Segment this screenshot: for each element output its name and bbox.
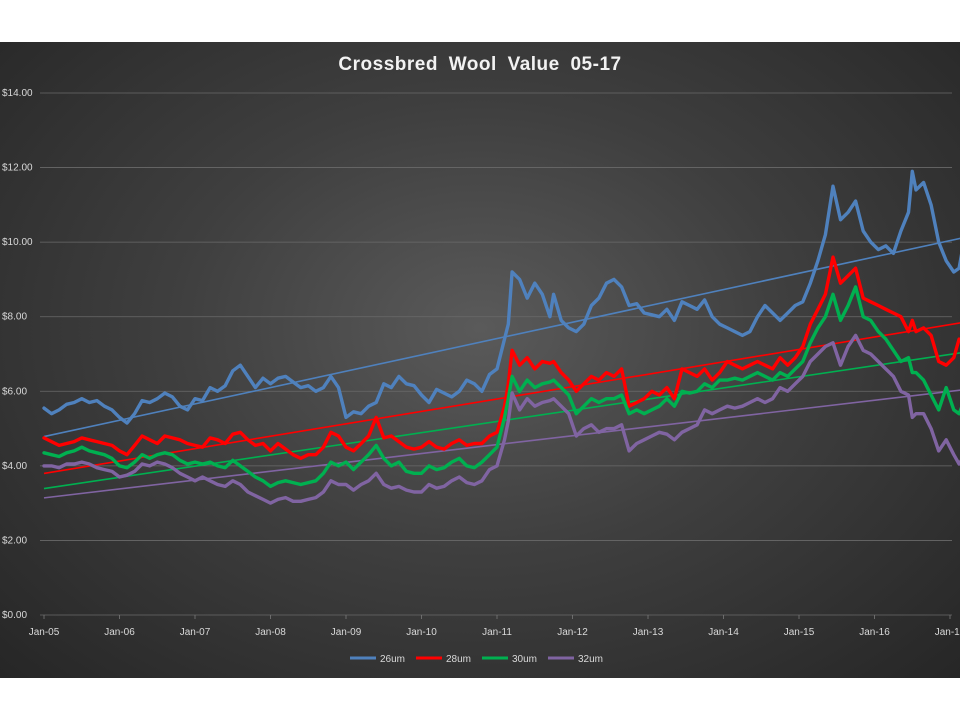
- x-tick-label: Jan-13: [633, 627, 664, 638]
- y-tick-label: $12.00: [2, 163, 33, 174]
- series-line-30um: [42, 285, 960, 489]
- chart-title: Crossbred Wool Value 05-17: [338, 54, 622, 75]
- y-tick-label: $8.00: [2, 312, 27, 323]
- legend-label-28um: 28um: [446, 654, 471, 665]
- x-tick-label: Jan-08: [255, 627, 286, 638]
- legend-label-30um: 30um: [512, 654, 537, 665]
- trendline-30um: [43, 352, 960, 490]
- x-tick-label: Jan-15: [784, 627, 815, 638]
- series-line-32um: [42, 333, 960, 505]
- x-tick-label: Jan-17: [935, 627, 960, 638]
- legend-label-32um: 32um: [578, 654, 603, 665]
- series-line-28um: [42, 255, 960, 461]
- y-tick-label: $0.00: [2, 610, 27, 621]
- line-chart: $0.00 $2.00 $4.00 $6.00 $8.00 $10.00 $12.00 $14…: [2, 88, 960, 665]
- x-tick-label: Jan-11: [482, 627, 512, 638]
- y-tick-label: $4.00: [2, 461, 27, 472]
- series-line-26um: [42, 169, 960, 425]
- x-tick-label: Jan-05: [29, 627, 60, 638]
- chart-panel: Crossbred Wool Value 05-17 $0.00 $2.00 $4.…: [0, 42, 960, 678]
- y-tick-label: $6.00: [2, 386, 27, 397]
- x-tick-label: Jan-16: [859, 627, 890, 638]
- legend-label-26um: 26um: [380, 654, 405, 665]
- x-tick-label: Jan-14: [708, 627, 739, 638]
- x-tick-label: Jan-12: [557, 627, 588, 638]
- y-tick-label: $2.00: [2, 535, 27, 546]
- x-tick-label: Jan-09: [331, 627, 362, 638]
- x-tick-label: Jan-10: [406, 627, 437, 638]
- y-tick-label: $10.00: [2, 237, 33, 248]
- x-tick-label: Jan-07: [180, 627, 211, 638]
- x-tick-label: Jan-06: [104, 627, 135, 638]
- y-tick-label: $14.00: [2, 88, 33, 99]
